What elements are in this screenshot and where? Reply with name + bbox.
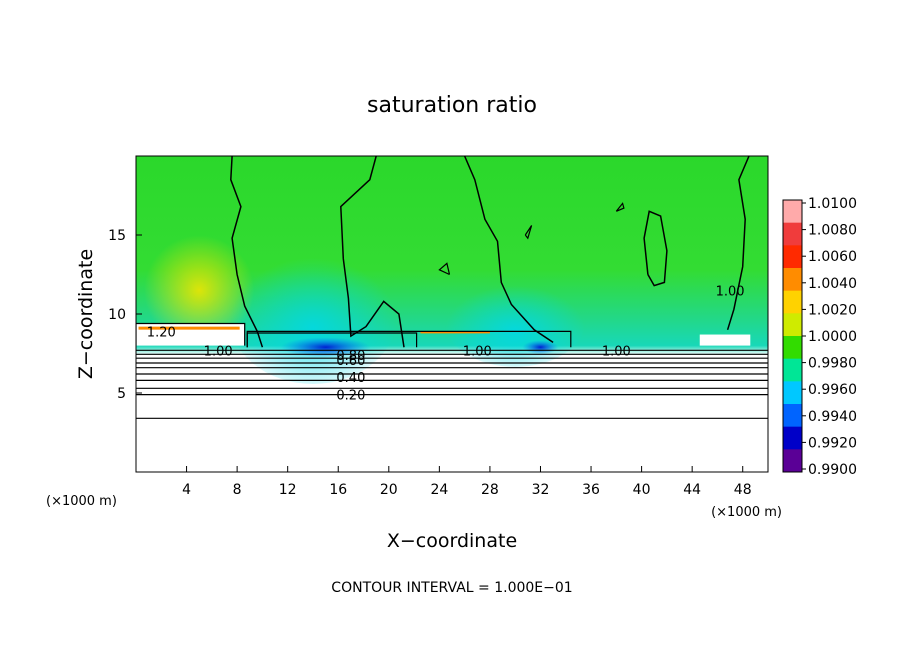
x-tick-label: 40 xyxy=(633,482,651,498)
contour-level xyxy=(463,156,554,344)
contour-level xyxy=(340,156,405,348)
contour-label: 1.00 xyxy=(716,284,745,299)
colorbar-swatch xyxy=(783,381,802,405)
contour-level xyxy=(726,156,750,331)
x-tick-label: 8 xyxy=(233,482,242,498)
colorbar-label: 0.9900 xyxy=(808,462,857,478)
x-tick-label: 16 xyxy=(329,482,347,498)
colorbar-swatch xyxy=(783,404,802,428)
colorbar-label: 0.9920 xyxy=(808,435,857,451)
chart-title: saturation ratio xyxy=(367,93,537,118)
plot-field xyxy=(136,156,768,472)
x-tick-label: 44 xyxy=(683,482,701,498)
colorbar-label: 1.0040 xyxy=(808,276,857,292)
colorbar-swatch xyxy=(783,358,802,382)
field-min-patch xyxy=(280,337,371,358)
contour-level xyxy=(230,156,264,348)
cloud-edge xyxy=(420,331,490,334)
contour-label: 1.00 xyxy=(602,344,631,359)
x-tick-label: 20 xyxy=(380,482,398,498)
x-tick-label: 32 xyxy=(532,482,550,498)
contour-label: 0.20 xyxy=(336,389,365,404)
colorbar-label: 1.0020 xyxy=(808,302,857,318)
x-axis-ticks: 4 8 12 16 20 24 28 32 36 40 44 48 xyxy=(182,466,752,498)
contour-lines xyxy=(136,156,768,419)
colorbar-label: 1.0060 xyxy=(808,249,857,265)
y-axis-unit: (×1000 m) xyxy=(46,494,117,509)
colorbar-swatch xyxy=(783,290,802,314)
y-tick-label: 10 xyxy=(108,307,126,323)
colorbar-swatch xyxy=(783,336,802,360)
x-tick-label: 28 xyxy=(481,482,499,498)
cloud-edge xyxy=(138,326,240,330)
field-moist-patch xyxy=(144,235,255,346)
x-tick-label: 4 xyxy=(182,482,191,498)
contour-label: 0.40 xyxy=(336,371,365,386)
x-tick-label: 48 xyxy=(734,482,752,498)
colorbar-swatch xyxy=(783,449,802,473)
x-axis-unit: (×1000 m) xyxy=(711,505,782,520)
y-axis-ticks: 5 10 15 xyxy=(108,228,142,402)
contour-level xyxy=(643,210,668,287)
colorbar-swatch xyxy=(783,245,802,269)
x-tick-label: 36 xyxy=(582,482,600,498)
colorbar-swatch xyxy=(783,200,802,224)
cloud-region xyxy=(699,334,751,346)
contour-label: 0.60 xyxy=(336,354,365,369)
contour-label: 1.20 xyxy=(147,325,176,340)
contour-level xyxy=(438,262,451,276)
x-tick-label: 24 xyxy=(430,482,448,498)
colorbar: 1.0100 1.0080 1.0060 1.0040 1.0020 1.0000 0.99… xyxy=(782,196,857,478)
y-tick-label: 5 xyxy=(117,386,126,402)
x-tick-label: 12 xyxy=(279,482,297,498)
colorbar-swatch xyxy=(783,222,802,246)
contour-level xyxy=(136,322,246,346)
contour-label: 1.00 xyxy=(204,344,233,359)
colorbar-label: 1.0080 xyxy=(808,223,857,239)
contour-level xyxy=(524,225,533,240)
x-axis-label: X−coordinate xyxy=(387,530,517,552)
contour-level xyxy=(615,202,625,212)
contour-label: 1.00 xyxy=(463,344,492,359)
colorbar-swatch xyxy=(783,426,802,450)
colorbar-label: 0.9960 xyxy=(808,382,857,398)
contour-interval-note: CONTOUR INTERVAL = 1.000E−01 xyxy=(331,580,572,596)
contour-labels: 1.20 1.00 0.800.60 0.40 0.20 1.00 1.00 1.00 xyxy=(147,284,745,403)
colorbar-swatch xyxy=(783,268,802,292)
colorbar-label: 1.0100 xyxy=(808,196,857,212)
y-tick-label: 15 xyxy=(108,228,126,244)
colorbar-label: 1.0000 xyxy=(808,329,857,345)
y-axis-label: Z−coordinate xyxy=(75,249,97,379)
contour-level xyxy=(246,330,572,348)
colorbar-label: 0.9940 xyxy=(808,409,857,425)
colorbar-swatch xyxy=(783,313,802,337)
colorbar-label: 0.9980 xyxy=(808,356,857,372)
contour-label: 0.80 xyxy=(336,349,365,364)
